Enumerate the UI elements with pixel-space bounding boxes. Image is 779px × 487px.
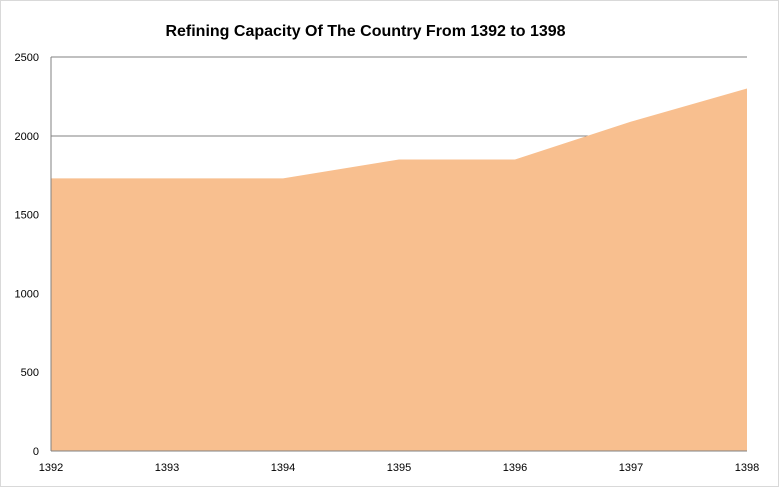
y-tick-labels: 0 500 1000 1500 2000 2500 <box>15 52 39 458</box>
y-tick-label: 2500 <box>15 52 39 64</box>
y-tick-label: 500 <box>21 367 39 379</box>
y-tick-label: 1000 <box>15 288 39 300</box>
x-tick-label: 1394 <box>271 462 295 474</box>
x-tick-label: 1398 <box>735 462 759 474</box>
x-tick-label: 1392 <box>39 462 63 474</box>
x-tick-label: 1395 <box>387 462 411 474</box>
x-tick-labels: 1392 1393 1394 1395 1396 1397 1398 <box>39 462 759 474</box>
y-tick-label: 1500 <box>15 210 39 222</box>
area-fill <box>51 88 747 452</box>
x-tick-label: 1393 <box>155 462 179 474</box>
area-series <box>51 88 747 452</box>
x-tick-label: 1397 <box>619 462 643 474</box>
y-tick-label: 0 <box>33 446 39 458</box>
x-tick-label: 1396 <box>503 462 527 474</box>
chart-title: Refining Capacity Of The Country From 13… <box>165 23 566 40</box>
y-tick-label: 2000 <box>15 131 39 143</box>
axes <box>50 57 747 452</box>
